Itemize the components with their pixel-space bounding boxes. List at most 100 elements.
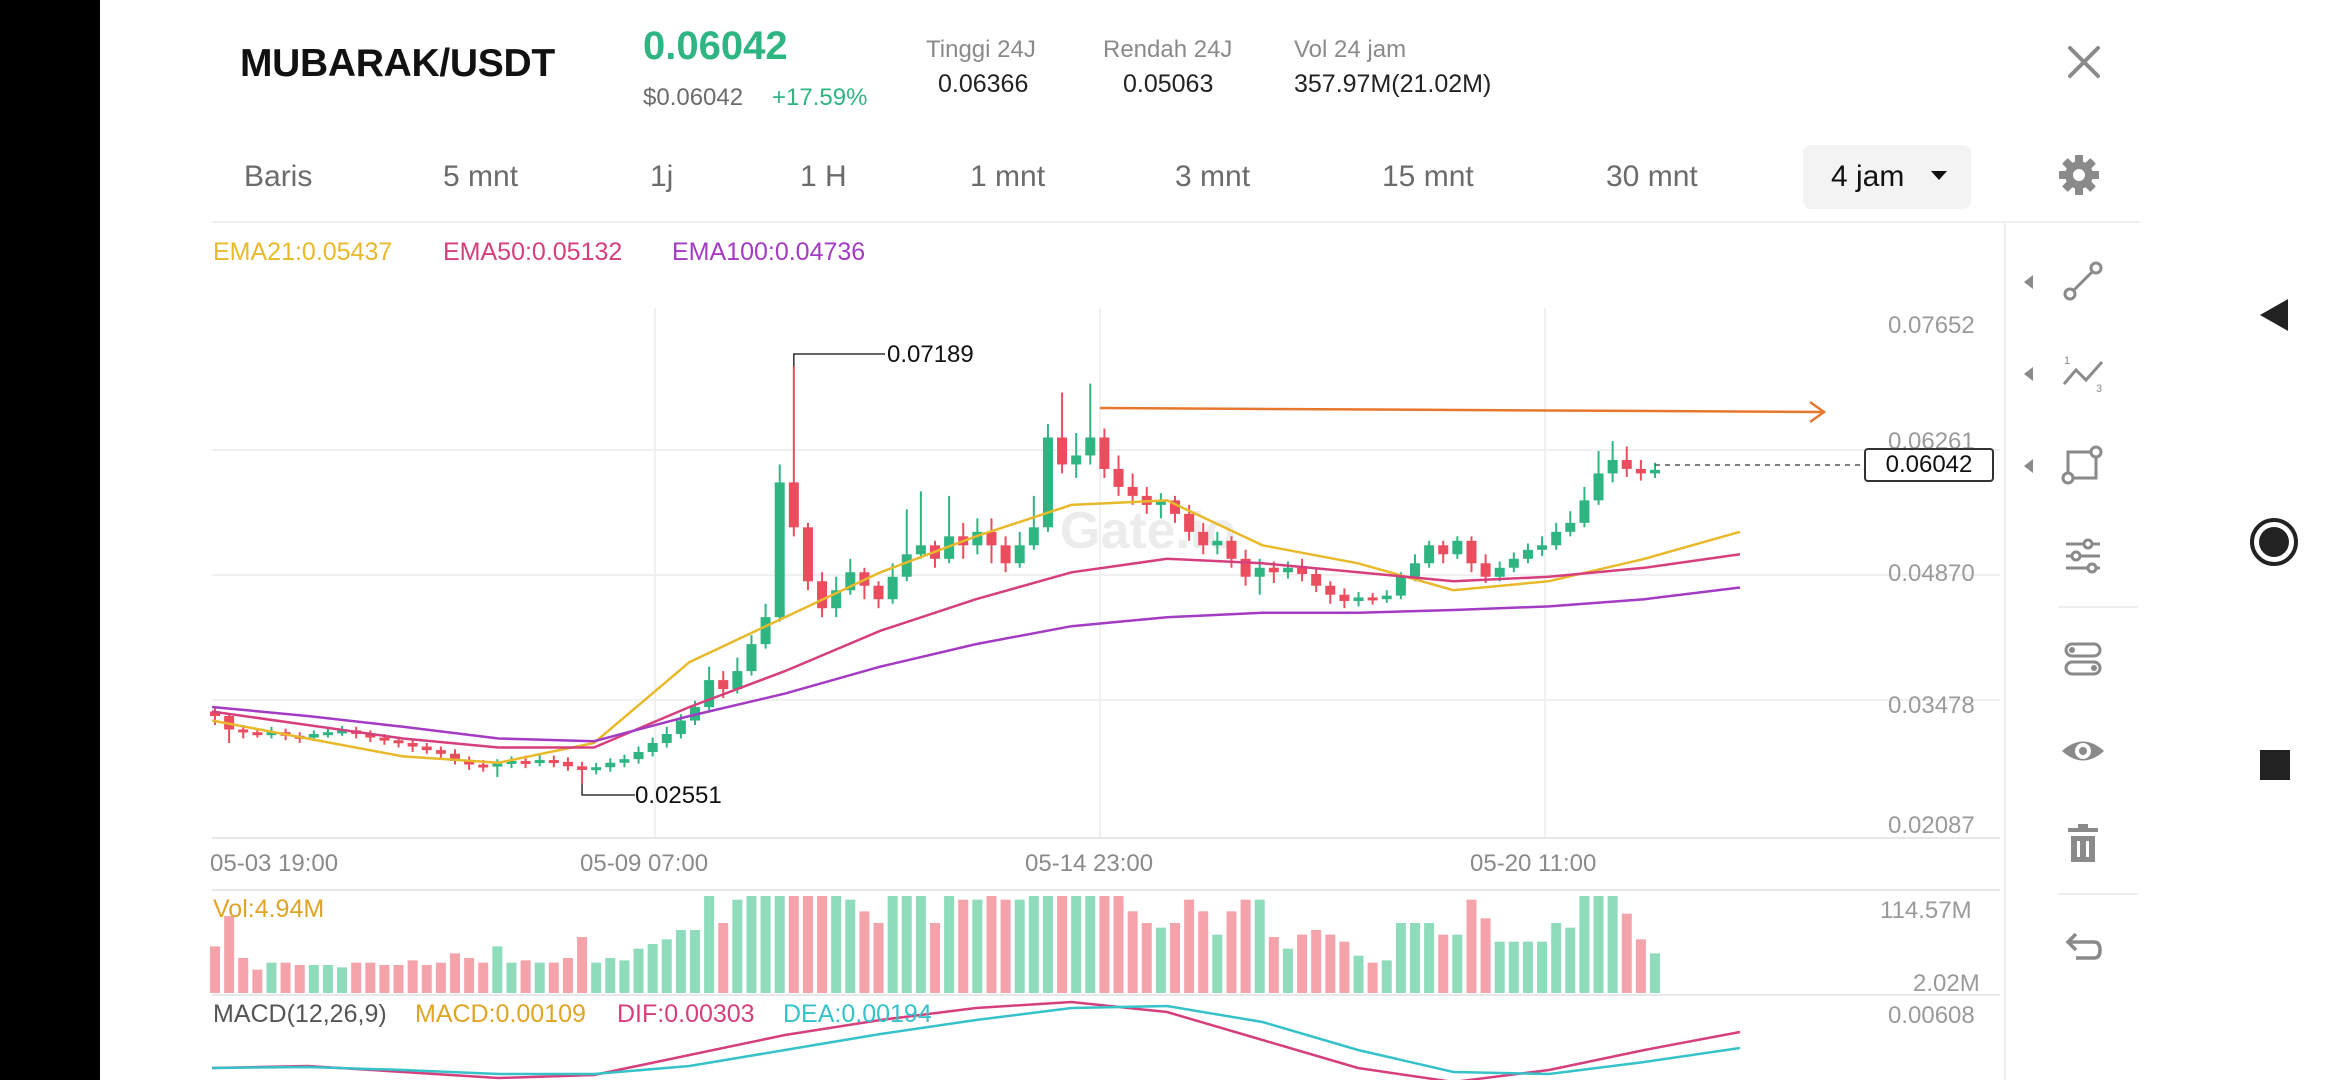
volume-bar — [548, 962, 559, 993]
shape-icon[interactable] — [2058, 440, 2108, 490]
system-navbar — [2210, 0, 2340, 1080]
low-marker-line — [581, 783, 635, 796]
volume-bar — [252, 969, 263, 993]
candle-body — [1537, 545, 1548, 550]
tf-1m[interactable]: 1 mnt — [970, 160, 1046, 193]
layers-icon[interactable] — [2058, 634, 2108, 684]
tf-active-label: 4 jam — [1831, 160, 1905, 193]
volume-bar — [1621, 913, 1632, 993]
expand-arrow-icon[interactable] — [2024, 367, 2033, 381]
tf-5m[interactable]: 5 mnt — [443, 160, 519, 193]
candle-body — [704, 680, 715, 708]
recents-icon[interactable] — [2258, 748, 2292, 782]
expand-arrow-icon[interactable] — [2024, 459, 2033, 473]
candle-body — [1311, 574, 1322, 586]
volume-tick-label: 2.02M — [1913, 970, 1980, 997]
candle-body — [718, 680, 729, 690]
candle-body — [1184, 513, 1195, 532]
volume-bar — [478, 962, 489, 993]
y-tick-label: 0.02087 — [1888, 812, 1975, 839]
tf-3m[interactable]: 3 mnt — [1175, 160, 1251, 193]
volume-bar — [1438, 934, 1449, 993]
tf-1h[interactable]: 1 H — [800, 160, 847, 193]
candle-body — [562, 761, 573, 767]
candle-body — [1410, 563, 1420, 577]
watermark: Gate.io — [1060, 502, 1236, 560]
trend-line-icon[interactable] — [2058, 256, 2108, 306]
volume-bar — [1367, 962, 1378, 993]
tf-1j[interactable]: 1j — [650, 160, 674, 193]
volume-bar — [365, 962, 376, 993]
volume-bar — [1028, 896, 1039, 993]
volume-bar — [704, 896, 715, 993]
volume-bar — [280, 962, 291, 993]
volume-bar — [450, 953, 460, 993]
candle-body — [1071, 455, 1082, 465]
undo-icon[interactable] — [2058, 922, 2108, 972]
candle-body — [407, 742, 418, 747]
tf-active-dropdown[interactable]: 4 jam — [1803, 145, 1971, 209]
volume-bar — [294, 965, 305, 993]
volume-bar — [1226, 911, 1237, 993]
candle-body — [1014, 545, 1025, 564]
candle-body — [1254, 567, 1265, 577]
trash-icon[interactable] — [2058, 818, 2108, 868]
volume-bar — [1410, 923, 1420, 993]
volume-bar — [1537, 941, 1548, 993]
indicator-settings-icon[interactable] — [2058, 530, 2108, 580]
volume-bar — [972, 899, 983, 993]
candle-body — [1240, 558, 1251, 577]
candle-body — [1494, 567, 1505, 577]
volume-bar — [647, 944, 658, 993]
volume-bar — [407, 960, 418, 993]
fib-icon[interactable]: 1 3 — [2058, 348, 2108, 398]
volume-bar — [308, 965, 319, 993]
price-chart[interactable]: Gate.io 0.07189 0.02551 — [100, 0, 2210, 1080]
candle-body — [1339, 594, 1350, 602]
expand-arrow-icon[interactable] — [2024, 275, 2033, 289]
volume-bar — [591, 962, 602, 993]
volume-bar — [901, 896, 912, 993]
candle-body — [1028, 527, 1039, 546]
volume-bar — [1480, 918, 1491, 993]
volume-bar — [562, 958, 573, 993]
candle-body — [1127, 486, 1138, 496]
volume-bar — [873, 923, 884, 993]
volume-bar — [1593, 896, 1604, 993]
tf-15m[interactable]: 15 mnt — [1382, 160, 1474, 193]
volume-bar — [534, 962, 545, 993]
candle-body — [901, 554, 912, 577]
macd-value: MACD:0.00109 — [415, 1000, 586, 1028]
candle-body — [591, 767, 602, 771]
volume-bar — [1551, 923, 1562, 993]
volume-bar — [675, 930, 686, 993]
volume-bar — [435, 962, 446, 993]
volume-bar — [802, 896, 813, 993]
volume-bar — [421, 965, 432, 993]
candle-body — [520, 760, 531, 764]
home-icon[interactable] — [2248, 516, 2300, 568]
tf-30m[interactable]: 30 mnt — [1606, 160, 1698, 193]
candle-body — [1000, 545, 1011, 564]
candle-body — [1480, 563, 1491, 577]
volume-bar — [760, 896, 771, 993]
eye-icon[interactable] — [2058, 726, 2108, 776]
drawn-ray — [1099, 406, 1823, 414]
candle-body — [1268, 567, 1279, 573]
candle-body — [1565, 522, 1576, 532]
volume-bar — [1000, 899, 1011, 993]
candle-body — [972, 531, 983, 546]
drawn-ray-arrow — [1809, 400, 1827, 424]
candle-body — [1395, 576, 1406, 596]
toolbar-divider — [2058, 893, 2138, 895]
candle-body — [788, 482, 799, 528]
volume-bar — [577, 937, 588, 993]
back-icon[interactable] — [2256, 295, 2292, 335]
volume-bar — [930, 923, 940, 993]
candle-body — [337, 730, 348, 734]
tf-baris[interactable]: Baris — [244, 160, 313, 193]
close-icon[interactable] — [2060, 38, 2108, 86]
gear-icon[interactable] — [2056, 152, 2102, 198]
ema100-legend: EMA100:0.04736 — [672, 238, 866, 266]
volume-bar — [1424, 923, 1435, 993]
